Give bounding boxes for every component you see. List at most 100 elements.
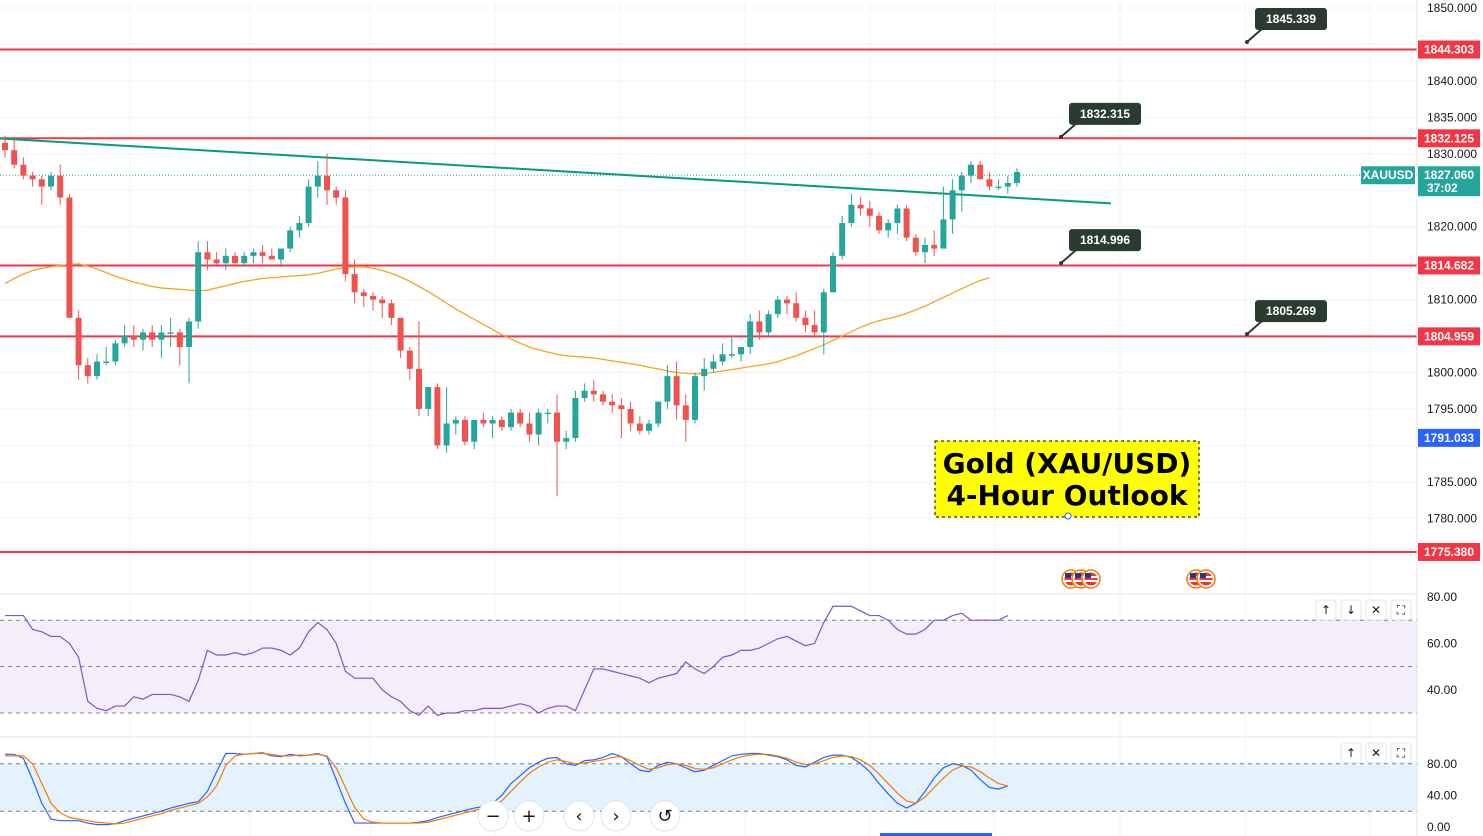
level-price-tag-text: 1832.125 <box>1424 131 1474 145</box>
moving-average-line <box>4 263 990 375</box>
candle-body <box>977 164 984 180</box>
callout-box[interactable] <box>1255 7 1327 30</box>
candle-body <box>434 387 441 446</box>
callout-pointer <box>1246 319 1264 335</box>
rsi-move-up-button-glyph: ↑ <box>1321 603 1331 617</box>
candle-body <box>710 361 717 369</box>
candle-body <box>296 223 303 231</box>
event-markers[interactable] <box>1061 569 1216 589</box>
candle-body <box>222 255 229 264</box>
callout-box[interactable] <box>1255 300 1327 323</box>
candle-body <box>820 292 827 333</box>
price-tick-label: 1800.000 <box>1427 366 1477 380</box>
callout-box[interactable] <box>1069 102 1141 125</box>
candle-body <box>186 321 192 347</box>
stoch-d-line <box>5 752 1008 825</box>
horizontal-levels[interactable] <box>0 48 1417 553</box>
trendline[interactable] <box>0 137 1112 205</box>
callout-anchor <box>1245 332 1249 337</box>
price-callouts[interactable]: 1845.339 1832.315 1814.996 1805.269 <box>1059 7 1327 337</box>
candle-body <box>324 175 330 191</box>
candle-body <box>425 387 432 409</box>
level-price-tag-text: 1814.682 <box>1424 258 1474 272</box>
marker-price-tag <box>1418 428 1480 447</box>
zoom-in-button-bg <box>513 800 545 832</box>
candle-body <box>894 208 901 224</box>
candle-body <box>149 332 156 340</box>
flag-canton <box>1085 573 1091 578</box>
candle-body <box>452 419 459 424</box>
marker-price-tag-text: 1791.033 <box>1424 431 1474 445</box>
rsi-move-down-button-bg <box>1340 599 1362 621</box>
candle-body <box>158 332 165 340</box>
candle-body <box>259 252 266 256</box>
flag-stripe <box>1075 580 1087 582</box>
candle-body <box>544 412 551 415</box>
title-anchor-handle[interactable] <box>1064 512 1072 520</box>
rsi-maximize-button[interactable]: ⛶ <box>1390 599 1412 621</box>
candle-body <box>176 332 183 347</box>
candle-body <box>664 376 671 402</box>
candle-body <box>379 299 386 304</box>
candle-body <box>968 164 974 176</box>
reset-chart-button-glyph: ↺ <box>657 806 672 827</box>
candle-body <box>268 255 275 260</box>
chart-title-line-2: 4-Hour Outlook <box>946 479 1188 512</box>
us-flag-icon[interactable] <box>1081 569 1101 589</box>
trendline-line[interactable] <box>0 137 1112 205</box>
price-tick-label: 1785.000 <box>1427 475 1477 489</box>
candle-body <box>885 223 892 231</box>
rsi-tick-label: 80.00 <box>1427 590 1457 604</box>
candle-body <box>839 223 846 256</box>
chart-controls[interactable]: − + ‹ › ↺ <box>477 800 681 832</box>
rsi-close-button[interactable]: ✕ <box>1365 599 1387 621</box>
stoch-maximize-button[interactable]: ⛶ <box>1390 742 1412 764</box>
price-tick-label: 1850.000 <box>1427 1 1477 15</box>
candle-body <box>130 336 137 340</box>
stoch-close-button[interactable]: ✕ <box>1365 742 1387 764</box>
candle-body <box>903 208 910 238</box>
price-axis[interactable]: 1850.000 1840.000 1835.000 1830.000 1820.000… <box>1416 0 1483 836</box>
scroll-right-button[interactable]: › <box>600 800 632 832</box>
chart-title-box[interactable]: Gold (XAU/USD) 4-Hour Outlook <box>934 440 1200 520</box>
callout-box[interactable] <box>1069 229 1141 252</box>
candle-body <box>719 354 726 362</box>
callout-label: 1832.315 <box>1080 107 1130 121</box>
reset-chart-button[interactable]: ↺ <box>649 800 681 832</box>
stoch-move-up-button-glyph: ↑ <box>1346 746 1356 760</box>
us-flag-icon[interactable] <box>1196 569 1216 589</box>
candle-body <box>360 292 367 296</box>
callout-label: 1805.269 <box>1266 304 1316 318</box>
candle-body <box>2 142 8 151</box>
stoch-k-line <box>5 752 1008 826</box>
candle-body <box>931 244 938 249</box>
flag-stripe <box>1065 580 1077 582</box>
candle-body <box>692 376 698 420</box>
candle-body <box>958 175 965 191</box>
rsi-move-down-button[interactable]: ↓ <box>1340 599 1362 621</box>
stoch-move-up-button[interactable]: ↑ <box>1340 742 1362 764</box>
candle-body <box>646 423 652 431</box>
rsi-tick-label: 60.00 <box>1427 636 1457 650</box>
level-price-tag <box>1418 40 1480 59</box>
rsi-close-button-bg <box>1365 599 1387 621</box>
candle-body <box>949 190 956 220</box>
zoom-in-button[interactable]: + <box>513 800 545 832</box>
candle-body <box>848 204 855 224</box>
stochastic-pane <box>5 752 1008 836</box>
stoch-close-button-glyph: ✕ <box>1371 746 1381 760</box>
candle-body <box>793 303 800 318</box>
grid <box>0 0 1417 836</box>
candle-body <box>618 405 625 409</box>
candle-body <box>673 376 680 406</box>
candle-body <box>204 252 211 260</box>
rsi-line <box>5 605 1009 717</box>
candle-body <box>830 255 836 293</box>
pane-buttons[interactable]: ↑ ↓ ✕ ⛶ ↑ ✕ ⛶ <box>1315 599 1412 764</box>
zoom-out-button[interactable]: − <box>477 800 509 832</box>
candle-body <box>443 423 450 446</box>
rsi-move-up-button[interactable]: ↑ <box>1315 599 1337 621</box>
scroll-left-button[interactable]: ‹ <box>563 800 595 832</box>
candle-body <box>563 438 570 442</box>
